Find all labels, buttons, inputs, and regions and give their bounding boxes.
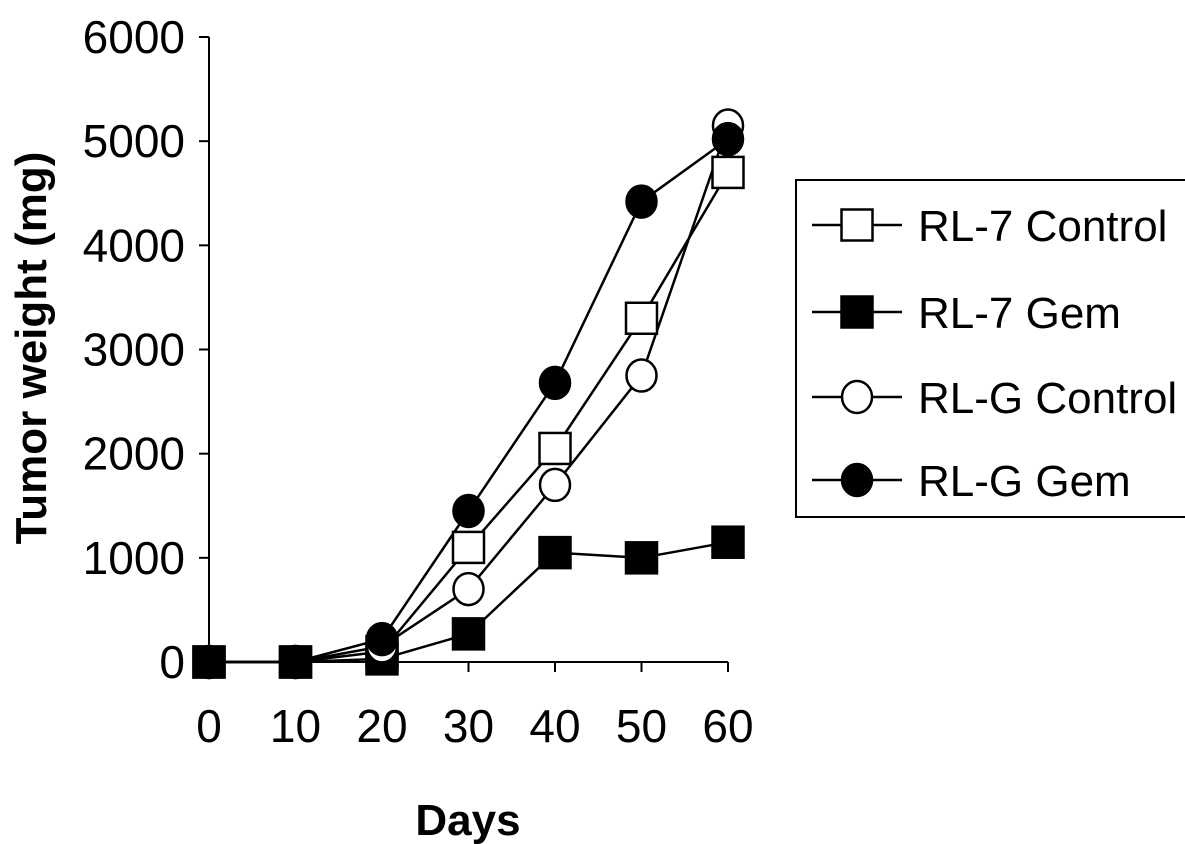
data-point-rl-g-gem [279, 644, 312, 680]
y-tick-label: 1000 [83, 532, 185, 584]
x-tick-label: 10 [270, 700, 321, 752]
legend-label: RL-7 Control [918, 202, 1167, 251]
data-point-rl-g-control [452, 571, 485, 607]
data-point-rl-7-control [538, 431, 572, 466]
legend-label: RL-7 Gem [918, 289, 1121, 338]
data-point-rl-g-control [538, 467, 572, 503]
y-tick-label: 5000 [83, 115, 185, 167]
data-point-rl-g-gem [538, 365, 572, 401]
data-point-rl-7-gem [711, 525, 745, 559]
legend-label: RL-G Control [918, 374, 1177, 423]
data-point-rl-7-gem [538, 535, 572, 570]
data-point-rl-g-gem [192, 644, 226, 680]
legend-label: RL-G Gem [918, 457, 1131, 506]
x-tick-label: 50 [616, 700, 667, 752]
legend-marker [840, 208, 874, 242]
series-markers [192, 108, 745, 680]
legend-item-rl-g-control: RL-G Control [812, 374, 1177, 423]
x-tick-label: 20 [356, 700, 407, 752]
x-tick-label: 60 [702, 700, 753, 752]
legend-item-rl-7-gem: RL-7 Gem [812, 289, 1121, 338]
data-point-rl-g-control [625, 358, 658, 393]
data-point-rl-7-control [451, 530, 486, 565]
data-point-rl-g-gem [452, 493, 485, 529]
data-point-rl-7-gem [451, 617, 486, 651]
data-point-rl-7-gem [624, 541, 659, 575]
x-axis-title: Days [415, 796, 520, 844]
legend-marker [840, 379, 874, 415]
data-point-rl-7-control [624, 301, 659, 335]
legend-item-rl-7-control: RL-7 Control [812, 202, 1167, 251]
legend-marker [840, 295, 874, 329]
x-tick-label: 0 [196, 700, 222, 752]
data-point-rl-g-gem [711, 121, 745, 157]
x-tick-label: 40 [529, 700, 580, 752]
legend-marker [840, 462, 874, 498]
y-tick-label: 6000 [83, 11, 185, 63]
data-point-rl-7-control [711, 155, 745, 190]
axes: 0 1000 2000 3000 4000 5000 6000 0 10 20 30 40 50 60 [83, 11, 754, 752]
y-tick-label: 4000 [83, 219, 185, 271]
y-axis-title: Tumor weight (mg) [7, 152, 56, 545]
y-tick-label: 0 [159, 636, 185, 688]
y-tick-label: 2000 [83, 428, 185, 480]
legend-item-rl-g-gem: RL-G Gem [812, 457, 1131, 506]
y-tick-label: 3000 [83, 324, 185, 376]
data-point-rl-g-gem [365, 621, 399, 657]
data-point-rl-g-gem [625, 184, 658, 219]
legend: RL-7 Control RL-7 Gem RL-G Control RL-G Gem [795, 179, 1185, 518]
x-tick-label: 30 [443, 700, 494, 752]
